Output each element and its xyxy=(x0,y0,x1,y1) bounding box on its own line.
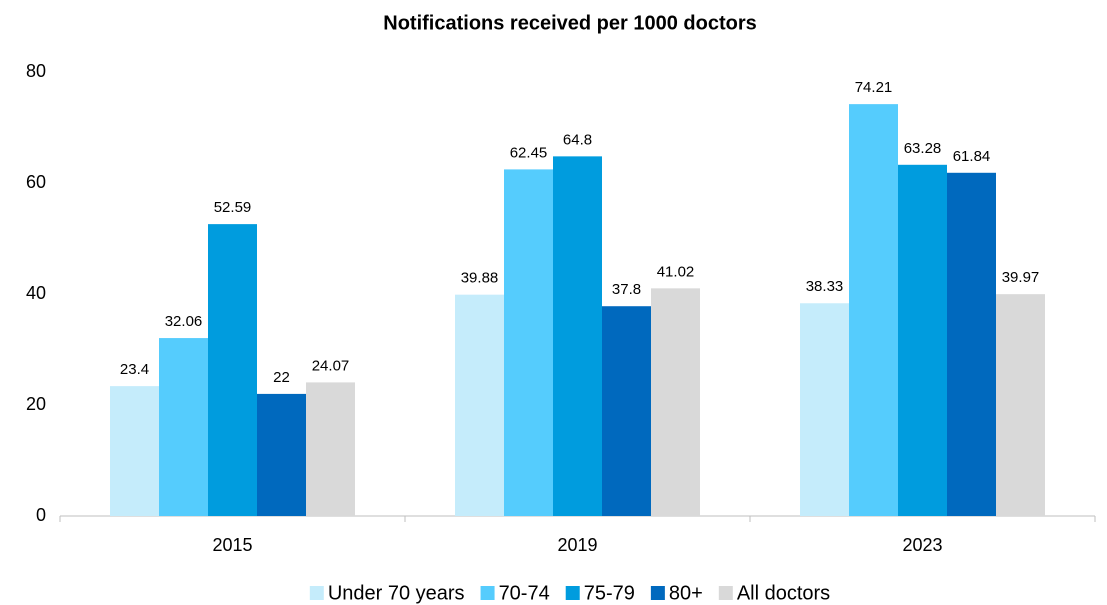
data-label: 22 xyxy=(273,369,290,386)
data-label: 63.28 xyxy=(904,140,942,157)
legend-swatch xyxy=(480,586,495,600)
bar xyxy=(849,104,898,517)
bar xyxy=(306,382,355,516)
data-label: 24.07 xyxy=(312,357,350,374)
y-tick-label: 20 xyxy=(26,394,46,414)
data-label: 61.84 xyxy=(953,148,991,165)
y-tick-label: 0 xyxy=(36,505,46,525)
data-label: 64.8 xyxy=(563,131,592,148)
data-label: 39.88 xyxy=(461,270,499,287)
bar xyxy=(800,303,849,516)
legend-swatch xyxy=(309,586,324,600)
bar xyxy=(455,294,504,516)
bar xyxy=(996,294,1045,516)
data-label: 74.21 xyxy=(855,79,893,96)
data-label: 41.02 xyxy=(657,263,695,280)
data-label: 52.59 xyxy=(214,199,252,216)
legend-swatch xyxy=(650,586,665,600)
legend-label: Under 70 years xyxy=(328,582,465,604)
legend-label: 75-79 xyxy=(584,582,635,604)
x-tick-label: 2019 xyxy=(557,535,597,555)
bar xyxy=(651,288,700,516)
data-label: 37.8 xyxy=(612,281,641,298)
data-label: 23.4 xyxy=(120,361,149,378)
bar xyxy=(159,338,208,516)
y-tick-label: 40 xyxy=(26,283,46,303)
bar xyxy=(208,224,257,517)
chart-title: Notifications received per 1000 doctors xyxy=(383,12,756,34)
bar xyxy=(110,386,159,516)
legend-label: 70-74 xyxy=(499,582,550,604)
x-tick-label: 2015 xyxy=(212,535,252,555)
x-tick-label: 2023 xyxy=(902,535,942,555)
legend-swatch xyxy=(718,586,733,600)
bar xyxy=(553,156,602,517)
y-tick-label: 80 xyxy=(26,61,46,81)
bar xyxy=(947,172,996,516)
y-tick-label: 60 xyxy=(26,172,46,192)
data-label: 39.97 xyxy=(1002,269,1040,286)
bar xyxy=(257,393,306,516)
bar xyxy=(504,169,553,516)
bar xyxy=(602,306,651,516)
bar xyxy=(898,164,947,516)
legend-swatch xyxy=(565,586,580,600)
legend-label: 80+ xyxy=(669,582,703,604)
data-label: 32.06 xyxy=(165,313,203,330)
data-label: 38.33 xyxy=(806,278,844,295)
legend-label: All doctors xyxy=(737,582,830,604)
data-label: 62.45 xyxy=(510,144,548,161)
